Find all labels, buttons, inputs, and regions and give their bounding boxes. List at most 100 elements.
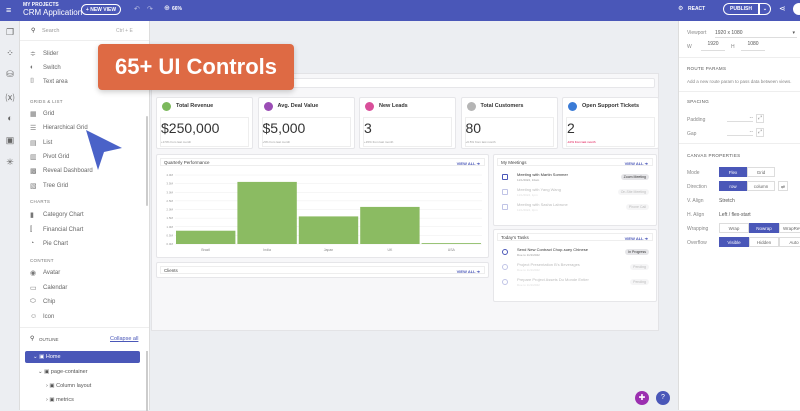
toolbox-item-tree-grid[interactable]: ▧ Tree Grid (30, 182, 68, 190)
padding-link-icon[interactable]: ⤢ (756, 114, 764, 123)
list-item[interactable]: Meeting with Martin Sommer 11/1/2022, 10… (499, 171, 651, 185)
variables-icon[interactable]: ⒳ (5, 93, 15, 103)
kpi-card[interactable]: Total Revenue $250,000 +3.5% from last m… (156, 97, 253, 149)
clients-card[interactable]: Clients VIEW ALL ➜ (156, 262, 489, 278)
toolbox-item-reveal-dashboard[interactable]: ▩ Reveal Dashboard (30, 167, 93, 175)
toolbox-item-pie-chart[interactable]: ◔ Pie Chart (30, 240, 68, 247)
framework-select[interactable]: REACT (688, 6, 706, 12)
task-check-icon (502, 264, 508, 270)
search-icon: ⚲ (31, 28, 36, 34)
toolbox-item-chip[interactable]: ⬭ Chip (30, 298, 55, 306)
tree-grid-icon: ▧ (30, 183, 37, 190)
halign-select[interactable]: Left / flex-start (719, 212, 751, 218)
toolbox-item-calendar[interactable]: ▭ Calendar (30, 284, 67, 292)
toolbox-item-financial-chart[interactable]: ⫿ Financial Chart (30, 226, 83, 234)
nowrap-option[interactable]: Nowrap (749, 223, 779, 233)
avatar[interactable] (793, 3, 800, 15)
share-icon[interactable]: ⋖ (779, 4, 786, 13)
bar-brazil[interactable] (176, 230, 236, 244)
toolbox-scrollbar[interactable] (146, 116, 148, 206)
gap-input[interactable]: -- (727, 129, 753, 136)
kpi-card[interactable]: New Leads 3 +15% from last month (359, 97, 456, 149)
outline-node-page-container[interactable]: ⌄ ▣ page-container (38, 369, 88, 375)
toolbox-item-switch[interactable]: ◐ Switch (30, 64, 61, 71)
view-all-link[interactable]: VIEW ALL ➜ (456, 268, 480, 274)
undo-icon[interactable]: ↶ (134, 6, 140, 13)
menu-icon[interactable]: ≡ (6, 5, 12, 15)
bar-japan[interactable] (298, 216, 359, 244)
overflow-visible[interactable]: Visible (719, 237, 749, 247)
dashboard-icon: ▩ (30, 168, 37, 175)
mode-flex[interactable]: Flex (719, 167, 747, 177)
list-item[interactable]: Prepare Project Assets Du Monde Entier D… (499, 276, 651, 290)
wrap-reverse-option[interactable]: WrapReverse (779, 223, 800, 233)
card-header: Clients VIEW ALL ➜ (160, 266, 485, 274)
item-subtitle: Due to 11/1/2022 (517, 268, 540, 272)
mode-grid[interactable]: Grid (747, 167, 775, 177)
new-view-button[interactable]: + NEW VIEW (81, 4, 121, 15)
toolbox-item-category-chart[interactable]: ▮ Category Chart (30, 211, 84, 219)
zoom-level[interactable]: 66% (172, 6, 183, 12)
search-input[interactable]: ⚲ Search Ctrl + E (20, 21, 149, 41)
bar-uk[interactable] (360, 206, 420, 244)
view-all-link[interactable]: VIEW ALL ➜ (624, 235, 648, 241)
ai-icon[interactable]: ✳ (6, 157, 14, 167)
search-shortcut: Ctrl + E (116, 28, 133, 34)
bar-usa[interactable] (421, 243, 481, 244)
outline-node-column-layout[interactable]: › ▣ Column layout (46, 383, 92, 389)
list-item[interactable]: Project Presentation B's Beverages Due t… (499, 261, 651, 275)
kpi-card[interactable]: Open Support Tickets 2 -10% from last mo… (562, 97, 659, 149)
height-input[interactable]: 1080 (741, 41, 765, 51)
bar-india[interactable] (237, 181, 297, 244)
pages-icon[interactable]: ❐ (5, 27, 15, 37)
collapse-all-link[interactable]: Collapse all (110, 336, 139, 342)
toolbox-item-pivot-grid[interactable]: ▥ Pivot Grid (30, 153, 69, 161)
overflow-auto[interactable]: Auto (779, 237, 800, 247)
outline-scrollbar[interactable] (146, 351, 148, 411)
design-canvas[interactable]: Total Revenue $250,000 +3.5% from last m… (151, 73, 659, 331)
assets-icon[interactable]: ▣ (5, 135, 15, 145)
kpi-value: $250,000 (161, 120, 220, 136)
tasks-card[interactable]: Today's Tasks VIEW ALL ➜ Send New Contrac… (493, 229, 657, 302)
list-item[interactable]: Meeting with Sasha Labrune 11/1/2022, 3p… (499, 201, 651, 215)
padding-input[interactable]: -- (727, 115, 753, 122)
list-item[interactable]: Send New Contract Chop-suey Chinese Due … (499, 246, 651, 260)
ai-assistant-button[interactable]: ✚ (635, 391, 649, 405)
toolbox-item-hierarchical-grid[interactable]: ☰ Hierarchical Grid (30, 124, 88, 132)
zoom-icon[interactable]: ⊕ (164, 5, 170, 12)
overflow-hidden[interactable]: Hidden (749, 237, 779, 247)
meetings-card[interactable]: My Meetings VIEW ALL ➜ Meeting with Marti… (493, 154, 657, 226)
section-charts: CHARTS (30, 199, 51, 204)
viewport-select[interactable]: 1920 x 1080 ▾ (715, 27, 797, 38)
direction-column[interactable]: column (747, 181, 775, 191)
redo-icon[interactable]: ↷ (147, 6, 153, 13)
list-item[interactable]: Meeting with Yang Wang 11/1/2022, 1pm On… (499, 186, 651, 200)
data-icon[interactable]: ⛁ (6, 69, 14, 79)
toolbox-item-textarea[interactable]: ⌷ Text area (30, 78, 68, 86)
outline-search-icon[interactable]: ⚲ (30, 336, 35, 342)
valign-select[interactable]: Stretch (719, 198, 735, 204)
direction-row[interactable]: row (719, 181, 747, 191)
toolbox-item-list[interactable]: ▤ List (30, 139, 52, 147)
outline-node-home[interactable]: ⌄ ▣ Home (25, 351, 140, 363)
publish-button[interactable]: PUBLISH (723, 3, 759, 15)
wrap-option[interactable]: Wrap (719, 223, 749, 233)
outline-node-metrics[interactable]: › ▣ metrics (46, 397, 74, 403)
view-all-link[interactable]: VIEW ALL ➜ (624, 160, 648, 166)
gap-link-icon[interactable]: ⤢ (756, 128, 764, 137)
kpi-card[interactable]: Total Customers 80 +6.5% from last month (460, 97, 558, 149)
help-button[interactable]: ? (656, 391, 670, 405)
publish-dropdown[interactable]: ⌄ (759, 3, 771, 15)
valign-label: V. Align (687, 198, 704, 204)
kpi-card[interactable]: Avg. Deal Value $5,000 +5% from last mon… (257, 97, 355, 149)
toolbox-item-icon[interactable]: ☺ Icon (30, 313, 54, 320)
width-input[interactable]: 1920 (701, 41, 725, 51)
swap-direction-icon[interactable]: ⇄ (778, 181, 788, 191)
toolbox-item-avatar[interactable]: ◉ Avatar (30, 269, 60, 277)
components-icon[interactable]: ⁘ (6, 48, 14, 58)
quarterly-performance-card[interactable]: Quarterly Performance VIEW ALL ➜ 0.0M 0.5M… (156, 154, 489, 258)
toolbox-item-grid[interactable]: ▦ Grid (30, 110, 54, 118)
theme-icon[interactable]: ◐ (7, 113, 13, 123)
view-all-link[interactable]: VIEW ALL ➜ (456, 160, 480, 166)
toolbox-item-slider[interactable]: ≑ Slider (30, 50, 58, 58)
